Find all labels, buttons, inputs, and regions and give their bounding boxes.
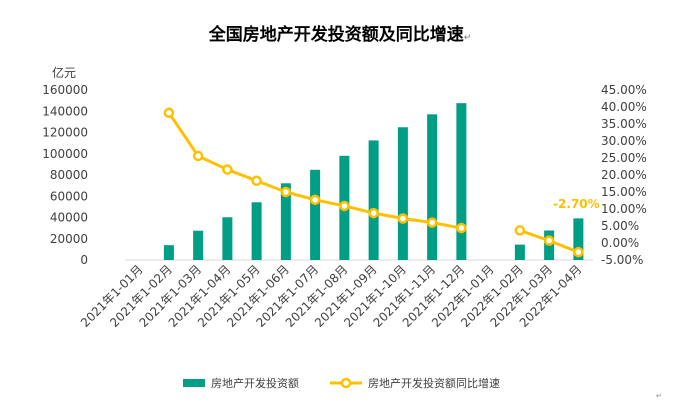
- annotations: -2.70%: [553, 197, 600, 211]
- bar: [427, 114, 438, 260]
- left-tick-label: 160000: [42, 83, 88, 97]
- bar: [280, 183, 291, 260]
- right-tick-label: 5.00%: [601, 219, 639, 233]
- legend-bar-label: 房地产开发投资额: [211, 376, 299, 390]
- left-tick-label: 0: [80, 253, 88, 267]
- right-tick-label: 20.00%: [601, 168, 647, 182]
- legend-line-marker: [340, 377, 352, 389]
- right-tick-label: 30.00%: [601, 134, 647, 148]
- line-point: [426, 217, 438, 228]
- line-point: [339, 200, 350, 212]
- right-tick-label: -5.00%: [601, 253, 643, 267]
- right-tick-label: 25.00%: [601, 151, 647, 165]
- left-axis-ticks: 0 20000 40000 60000 80000 100000 120000 140000 1…: [42, 83, 88, 267]
- line-point: [397, 213, 409, 224]
- line-point: [456, 222, 467, 234]
- line-point: [309, 194, 321, 206]
- left-tick-label: 40000: [50, 211, 88, 225]
- left-tick-label: 140000: [42, 104, 88, 118]
- data-annotation: -2.70%: [553, 197, 600, 211]
- chart-title-text: 全国房地产开发投资额及同比增速: [208, 24, 464, 45]
- bar-series: [163, 103, 584, 260]
- line-point: [222, 164, 233, 175]
- left-tick-label: 60000: [50, 189, 88, 203]
- line-point: [368, 207, 379, 219]
- line-point: [251, 175, 262, 187]
- bar: [573, 218, 584, 260]
- svg-text:全国房地产开发投资额及同比增速↵: 全国房地产开发投资额及同比增速↵: [208, 24, 472, 45]
- x-axis-ticks: 2021年1-01月2021年1-02月2021年1-03月2021年1-04月…: [78, 262, 584, 330]
- line-series: [163, 107, 584, 258]
- bar: [163, 245, 174, 260]
- left-tick-label: 20000: [50, 232, 88, 246]
- bar: [310, 169, 321, 260]
- chart-title-mark: ↵: [464, 33, 472, 43]
- right-tick-label: 15.00%: [601, 185, 647, 199]
- line-point: [192, 150, 204, 162]
- right-tick-label: 35.00%: [601, 117, 647, 131]
- bar: [222, 217, 233, 260]
- left-tick-label: 100000: [42, 147, 88, 161]
- bar: [193, 230, 204, 260]
- bar: [251, 202, 262, 260]
- left-axis-unit: 亿元: [52, 65, 76, 80]
- chart-title: 全国房地产开发投资额及同比增速↵: [208, 24, 472, 45]
- line-point: [543, 235, 555, 246]
- left-tick-label: 80000: [50, 168, 88, 182]
- left-tick-label: 120000: [42, 126, 88, 140]
- right-tick-label: 45.00%: [601, 83, 647, 97]
- legend: 房地产开发投资额 房地产开发投资额同比增速: [183, 376, 500, 390]
- bar: [397, 127, 408, 260]
- corner-mark: ↵: [656, 392, 662, 400]
- bar: [456, 103, 467, 260]
- right-tick-label: 40.00%: [601, 100, 647, 114]
- legend-line-label: 房地产开发投资额同比增速: [368, 376, 500, 390]
- line-point: [573, 246, 584, 258]
- legend-bar-swatch: [183, 379, 205, 387]
- line-point: [163, 107, 175, 119]
- bar: [368, 140, 379, 260]
- right-axis-ticks: -5.00% 0.00% 5.00% 10.00% 15.00% 20.00% 25.00%…: [601, 83, 647, 267]
- right-tick-label: 10.00%: [601, 202, 647, 216]
- bar: [514, 244, 525, 260]
- line-point: [280, 186, 292, 198]
- line-point: [514, 225, 526, 236]
- right-tick-label: 0.00%: [601, 236, 639, 250]
